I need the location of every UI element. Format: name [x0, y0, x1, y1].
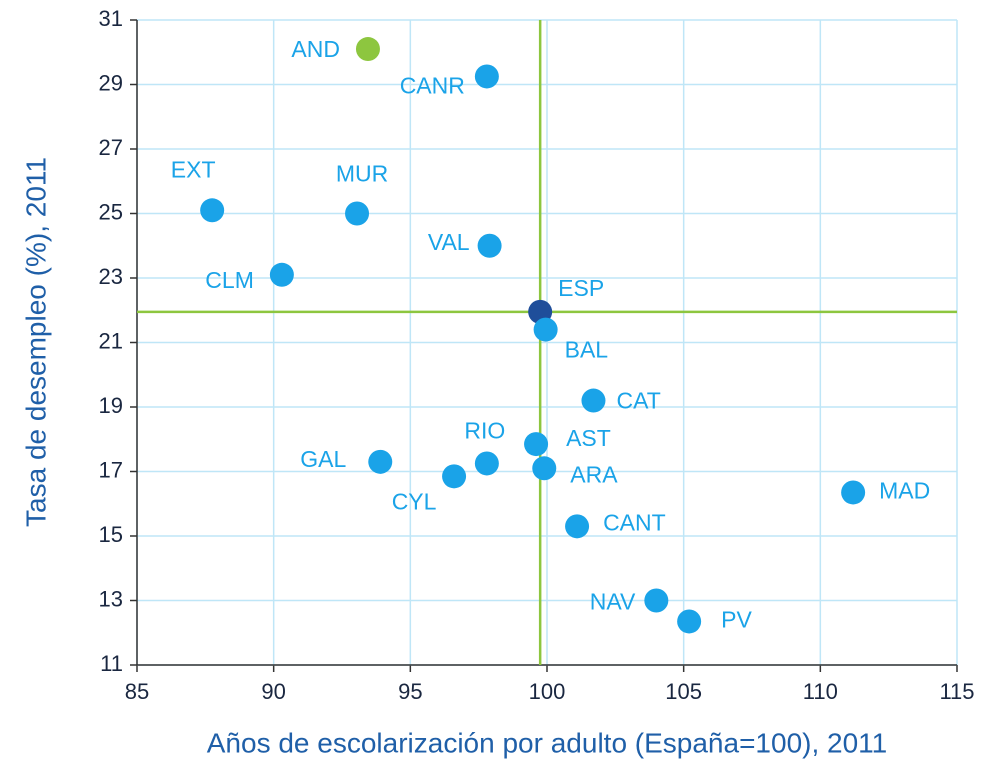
point-label: CANT — [603, 509, 666, 535]
point — [345, 201, 370, 226]
point — [200, 198, 225, 223]
x-tick-label: 115 — [939, 679, 974, 704]
point-label: MAD — [879, 478, 930, 504]
point — [532, 456, 557, 481]
y-tick-label: 31 — [99, 6, 123, 31]
point-label: CANR — [400, 73, 465, 99]
point-label: PV — [721, 607, 752, 633]
point — [368, 449, 393, 474]
y-axis-label: Tasa de desempleo (%), 2011 — [20, 157, 51, 527]
point — [269, 262, 294, 287]
point-label: ARA — [570, 461, 618, 487]
y-tick-label: 23 — [99, 264, 123, 289]
point-label: AST — [566, 425, 611, 451]
point — [533, 317, 558, 342]
point — [442, 464, 467, 489]
x-axis-label: Años de escolarización por adulto (Españ… — [207, 727, 888, 758]
point-label: CLM — [205, 267, 254, 293]
y-tick-label: 21 — [99, 328, 123, 353]
x-tick-label: 85 — [125, 679, 149, 704]
point-label: BAL — [565, 337, 609, 363]
y-tick-label: 15 — [99, 522, 123, 547]
y-tick-label: 17 — [99, 457, 123, 482]
point — [477, 233, 502, 258]
y-tick-label: 19 — [99, 393, 123, 418]
point-label: GAL — [300, 446, 346, 472]
point-label: CAT — [616, 388, 660, 414]
point — [841, 480, 866, 505]
x-tick-label: 100 — [529, 679, 566, 704]
point-label: AND — [291, 36, 340, 62]
x-tick-label: 95 — [398, 679, 422, 704]
point — [644, 588, 669, 613]
point-label: MUR — [336, 161, 388, 187]
point-label: VAL — [428, 229, 470, 255]
x-tick-label: 105 — [665, 679, 702, 704]
point-label: CYL — [392, 488, 437, 514]
y-tick-label: 27 — [99, 135, 123, 160]
y-tick-label: 25 — [99, 199, 123, 224]
point — [474, 451, 499, 476]
point-label: NAV — [590, 589, 636, 615]
point — [474, 64, 499, 89]
point — [565, 514, 590, 539]
point — [355, 37, 380, 62]
point-label: ESP — [558, 275, 604, 301]
point — [524, 432, 549, 457]
y-tick-label: 29 — [99, 70, 123, 95]
x-tick-label: 90 — [261, 679, 285, 704]
point-label: EXT — [171, 156, 216, 182]
x-tick-label: 110 — [803, 679, 838, 704]
y-tick-label: 13 — [99, 586, 123, 611]
y-tick-label: 11 — [100, 651, 123, 676]
point-label: RIO — [464, 418, 505, 444]
point — [581, 388, 606, 413]
point — [677, 609, 702, 634]
